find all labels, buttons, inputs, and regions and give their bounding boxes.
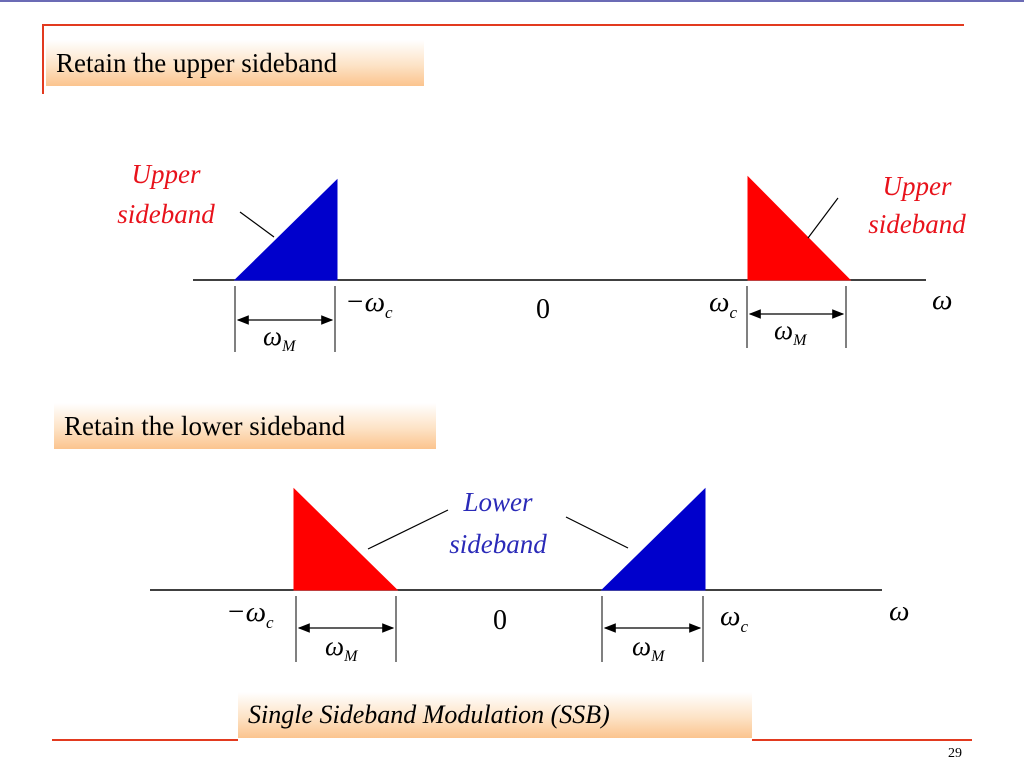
upper-sideband-heading: Retain the upper sideband [46, 40, 424, 86]
lower-left-wm-label: ωM [325, 631, 359, 665]
lower-zero-label: 0 [493, 605, 507, 636]
lower-label-line1: Lower [462, 487, 533, 517]
footer-rule-right [752, 739, 972, 741]
lower-right-wm-label: ωM [632, 631, 666, 665]
upper-left-leader [239, 211, 275, 238]
lower-label-line2: sideband [449, 529, 547, 559]
title-rule-vertical [42, 24, 44, 94]
top-rule [0, 0, 1024, 2]
upper-sideband-heading-text: Retain the upper sideband [56, 47, 338, 78]
lower-left-leader [367, 509, 449, 550]
upper-left-wm-label: ωM [263, 321, 297, 355]
lower-right-blue-triangle [600, 487, 706, 591]
lower-wc-label: ωc [720, 600, 748, 636]
lower-right-leader [565, 516, 629, 549]
lower-neg-wc-label: −ωc [226, 596, 274, 632]
upper-omega-axis-label: ω [932, 284, 952, 316]
lower-left-red-triangle [293, 487, 399, 591]
upper-right-label-line2: sideband [868, 209, 966, 239]
upper-left-label-line2: sideband [117, 199, 215, 229]
page-number: 29 [948, 746, 962, 761]
upper-left-blue-triangle [233, 178, 338, 281]
ssb-caption: Single Sideband Modulation (SSB) [238, 692, 752, 738]
upper-zero-label: 0 [536, 294, 550, 325]
lower-diagram: Lower sideband −ωc 0 ωc ω ωM ωM [150, 487, 909, 665]
ssb-caption-text: Single Sideband Modulation (SSB) [248, 700, 610, 729]
upper-diagram: Upper sideband Upper sideband −ωc 0 ωc ω… [117, 159, 966, 355]
upper-right-leader [807, 197, 839, 239]
upper-right-label-line1: Upper [883, 171, 952, 201]
upper-wc-label: ωc [709, 286, 737, 322]
upper-right-wm-label: ωM [774, 315, 808, 349]
lower-omega-axis-label: ω [889, 595, 909, 627]
footer-rule-left [52, 739, 238, 741]
lower-sideband-heading: Retain the lower sideband [54, 403, 436, 449]
lower-sideband-heading-text: Retain the lower sideband [64, 410, 346, 441]
upper-neg-wc-label: −ωc [345, 286, 393, 322]
upper-right-red-triangle [747, 175, 852, 281]
title-rule-horizontal [42, 24, 964, 26]
upper-left-label-line1: Upper [132, 159, 201, 189]
